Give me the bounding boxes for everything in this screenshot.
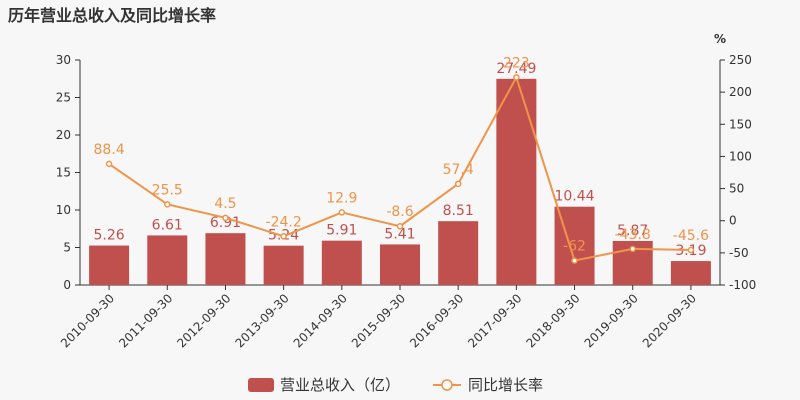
growth-point [513, 74, 520, 81]
bar [670, 261, 711, 285]
y-right-tick-label: 200 [729, 85, 752, 99]
y-left-tick-label: 10 [56, 203, 71, 217]
growth-value-label: 57.4 [443, 162, 474, 178]
bar-value-label: 10.44 [554, 189, 594, 205]
growth-value-label: -24.2 [266, 214, 302, 230]
y-right-tick-label: 150 [729, 117, 752, 131]
y-left-tick-label: 5 [63, 241, 71, 255]
bar-value-label: 5.91 [326, 223, 357, 239]
bar [89, 245, 130, 285]
growth-value-label: 223 [503, 55, 530, 71]
bar [496, 78, 537, 285]
x-tick-label: 2018-09-30 [523, 291, 582, 350]
bar [205, 233, 246, 285]
x-tick-label: 2013-09-30 [233, 291, 292, 350]
x-tick-label: 2012-09-30 [174, 291, 233, 350]
y-right-unit-label: % [714, 32, 726, 46]
chart-legend: 营业总收入（亿） 同比增长率 [0, 374, 800, 396]
growth-point [629, 245, 636, 253]
legend-item-growth[interactable]: 同比增长率 [432, 374, 543, 395]
bar-value-label: 5.87 [617, 223, 648, 239]
bar-value-label: 27.49 [496, 61, 536, 77]
x-tick-label: 2014-09-30 [291, 291, 350, 350]
x-tick-label: 2010-09-30 [58, 291, 117, 350]
growth-point [280, 233, 287, 240]
bar [263, 245, 304, 285]
legend-bar-swatch [248, 377, 274, 392]
legend-line-swatch [433, 378, 461, 391]
x-tick-label: 2017-09-30 [465, 291, 524, 350]
bar-value-label: 8.51 [443, 203, 474, 219]
growth-point [105, 160, 113, 168]
y-right-tick-label: 100 [729, 149, 752, 163]
bar [147, 235, 188, 285]
bar-value-label: 6.91 [210, 215, 241, 231]
growth-value-label: 25.5 [152, 182, 183, 198]
growth-point [687, 246, 695, 254]
y-right-tick-label: 0 [729, 214, 737, 228]
growth-point [571, 257, 578, 264]
bar-value-label: 6.61 [152, 217, 183, 233]
y-left-tick-label: 15 [56, 166, 71, 180]
bar-value-label: 5.41 [384, 226, 415, 242]
bar-value-label: 5.26 [94, 228, 125, 244]
y-right-tick-label: 50 [729, 182, 744, 196]
growth-point [454, 180, 462, 188]
x-tick-label: 2011-09-30 [116, 291, 175, 350]
growth-value-label: -62 [563, 239, 586, 255]
growth-value-label: 4.5 [214, 196, 236, 212]
legend-label-revenue: 营业总收入（亿） [280, 376, 401, 394]
bar [438, 221, 479, 285]
y-left-tick-label: 30 [56, 53, 71, 67]
bar [321, 240, 362, 285]
growth-point [164, 201, 171, 208]
growth-value-label: -45.6 [673, 228, 709, 244]
x-tick-label: 2019-09-30 [582, 291, 641, 350]
y-left-tick-label: 20 [56, 128, 71, 142]
chart-title: 历年营业总收入及同比增长率 [8, 6, 217, 25]
growth-point [396, 222, 404, 230]
y-left-tick-label: 25 [56, 91, 71, 105]
growth-value-label: 12.9 [326, 190, 357, 206]
legend-label-growth: 同比增长率 [468, 376, 544, 394]
growth-value-label: -8.6 [386, 204, 413, 220]
growth-point [338, 209, 346, 216]
bar [380, 244, 420, 285]
growth-value-label: 88.4 [94, 142, 125, 158]
growth-point [222, 214, 229, 222]
legend-item-revenue[interactable]: 营业总收入（亿） [248, 374, 400, 395]
growth-value-label: -43.8 [615, 227, 651, 243]
x-tick-label: 2015-09-30 [349, 291, 408, 350]
y-right-tick-label: -50 [729, 246, 749, 260]
y-right-tick-label: 250 [729, 53, 752, 67]
x-tick-label: 2020-09-30 [640, 291, 699, 350]
y-left-tick-label: 0 [63, 278, 71, 292]
y-right-tick-label: -100 [729, 278, 756, 292]
x-tick-label: 2016-09-30 [407, 291, 466, 350]
